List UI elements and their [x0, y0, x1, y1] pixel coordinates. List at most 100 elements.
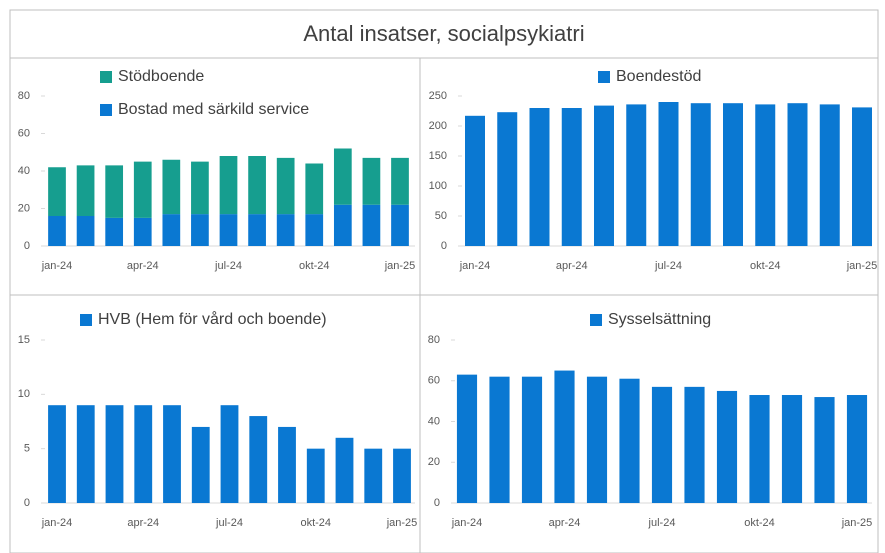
bar [48, 167, 66, 216]
x-tick-label: jul-24 [648, 517, 676, 529]
x-tick-label: jan-24 [41, 517, 73, 529]
panel [419, 294, 879, 553]
x-tick-label: okt-24 [299, 260, 330, 272]
bar [391, 204, 409, 246]
bar [76, 216, 95, 246]
bar [105, 217, 124, 246]
bar [134, 405, 153, 503]
x-tick-label: jul-24 [215, 517, 243, 529]
bar [852, 107, 872, 247]
bar [456, 374, 478, 503]
bar [554, 370, 575, 503]
bar [716, 390, 738, 503]
bar [362, 204, 381, 246]
y-tick-label: 15 [18, 334, 30, 346]
bar [529, 108, 550, 246]
bar [105, 165, 124, 218]
bar [391, 157, 409, 205]
y-tick-label: 40 [428, 415, 440, 427]
bar [191, 426, 210, 503]
legend-swatch [100, 104, 112, 116]
bar [133, 161, 152, 218]
legend-label: HVB (Hem för vård och boende) [98, 310, 327, 328]
y-tick-label: 80 [428, 334, 440, 346]
bar [335, 437, 354, 503]
dashboard-title: Antal insatser, socialpsykiatri [303, 21, 584, 46]
y-tick-label: 40 [18, 165, 30, 177]
y-tick-label: 60 [428, 375, 440, 387]
legend-swatch [100, 71, 112, 83]
y-tick-label: 5 [24, 443, 30, 455]
bar [489, 376, 510, 503]
bar [162, 214, 181, 246]
bar [133, 217, 152, 246]
bar [191, 214, 209, 246]
x-tick-label: jan-25 [384, 260, 416, 272]
bar [305, 163, 324, 215]
bar [248, 214, 266, 246]
bar [619, 378, 640, 503]
bar [48, 216, 66, 246]
x-tick-label: apr-24 [127, 517, 159, 529]
bar [276, 214, 295, 246]
bar [333, 204, 352, 246]
bar [333, 148, 352, 205]
bar [76, 405, 95, 503]
x-tick-label: jan-25 [386, 517, 418, 529]
bar [248, 156, 266, 215]
x-tick-label: okt-24 [750, 260, 781, 272]
y-tick-label: 20 [18, 202, 30, 214]
x-tick-label: apr-24 [556, 260, 588, 272]
legend-swatch [590, 314, 602, 326]
bar [465, 115, 485, 246]
bar [781, 395, 803, 503]
y-tick-label: 50 [435, 210, 447, 222]
bar [658, 102, 679, 246]
bar [690, 103, 711, 246]
y-tick-label: 80 [18, 90, 30, 102]
y-tick-label: 200 [429, 120, 447, 132]
bar [305, 214, 324, 246]
bar [521, 376, 543, 503]
bar [191, 161, 209, 215]
bar [684, 386, 705, 503]
x-tick-label: jan-25 [846, 260, 878, 272]
bar [220, 405, 239, 503]
bar [497, 112, 518, 246]
y-tick-label: 0 [24, 497, 30, 509]
legend-label: Bostad med särkild service [118, 101, 309, 118]
x-tick-label: jan-24 [41, 260, 73, 272]
x-tick-label: apr-24 [127, 260, 159, 272]
bar [846, 395, 868, 503]
x-tick-label: jul-24 [654, 260, 682, 272]
bar [814, 397, 835, 503]
bar [306, 448, 325, 503]
bar [48, 405, 66, 503]
bar [76, 165, 95, 216]
bar [626, 104, 647, 247]
y-tick-label: 0 [434, 497, 440, 509]
bar [163, 405, 181, 503]
y-tick-label: 250 [429, 90, 447, 102]
bar [105, 405, 124, 503]
y-tick-label: 150 [429, 150, 447, 162]
y-tick-label: 20 [428, 456, 440, 468]
bar [362, 157, 381, 205]
bar [219, 156, 238, 215]
x-tick-label: apr-24 [549, 517, 581, 529]
y-tick-label: 60 [18, 127, 30, 139]
bar [594, 105, 614, 246]
bar [723, 103, 743, 246]
y-tick-label: 0 [441, 240, 447, 252]
x-tick-label: jan-25 [841, 517, 873, 529]
y-tick-label: 10 [18, 388, 30, 400]
title-box [9, 9, 879, 59]
y-tick-label: 100 [429, 180, 447, 192]
bar [393, 448, 411, 503]
bar [819, 104, 840, 247]
bar [586, 376, 608, 503]
bar [276, 157, 295, 215]
legend-swatch [598, 71, 610, 83]
bar [249, 416, 268, 503]
y-tick-label: 0 [24, 240, 30, 252]
